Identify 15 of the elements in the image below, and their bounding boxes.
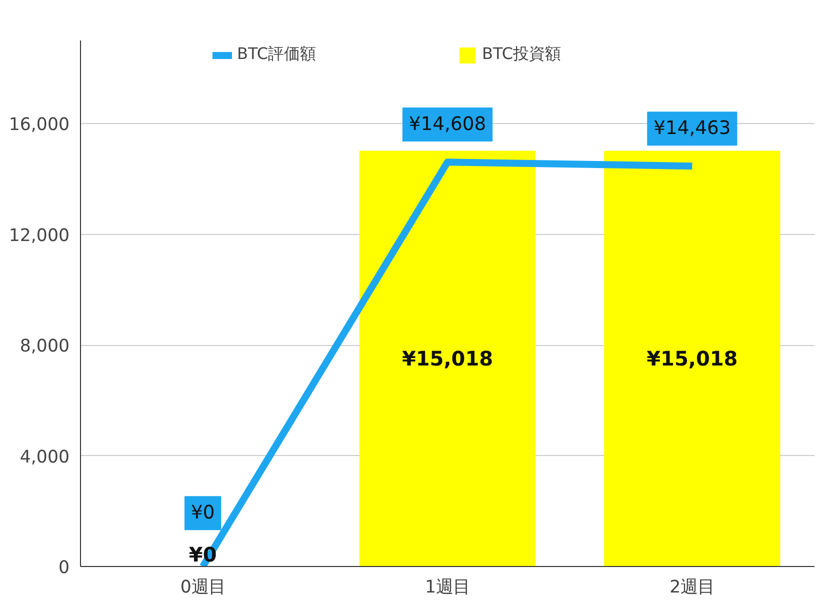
y-tick-label: 4,000 [20,447,70,468]
data-label: ¥0 [190,502,215,524]
legend-label: BTC評価額 [237,44,317,65]
x-tick-label: 0週目 [180,578,226,598]
x-tick-label: 2週目 [670,578,715,598]
x-tick-label: 1週目 [424,578,470,598]
data-label: ¥15,018 [402,346,494,371]
data-label: ¥14,608 [408,114,486,136]
y-tick-label: 12,000 [8,226,70,246]
y-tick-label: 8,000 [20,336,70,357]
y-tick-label: 16,000 [8,115,70,136]
data-label: ¥15,018 [646,346,738,371]
y-tick-label: 0 [58,558,70,578]
data-label: ¥14,463 [654,118,731,140]
legend-label: BTC投資額 [482,44,562,65]
